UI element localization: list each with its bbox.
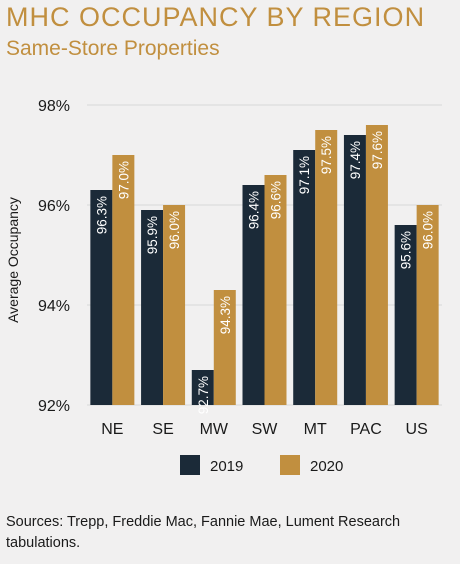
y-tick-label: 98% <box>38 98 70 115</box>
bar-2020-sw <box>264 175 287 405</box>
bar-2019-mw <box>191 370 214 405</box>
bar-value-label: 96.6% <box>269 181 284 219</box>
x-tick-label: PAC <box>350 421 382 438</box>
bar-value-label: 96.4% <box>247 191 262 229</box>
bar-2020-se <box>163 205 186 405</box>
x-tick-label: MT <box>304 421 327 438</box>
bar-value-label: 97.4% <box>348 141 363 179</box>
bar-2019-ne <box>90 190 113 405</box>
bar-value-label: 95.6% <box>399 231 414 269</box>
legend-swatch-2019 <box>180 455 200 475</box>
bar-value-label: 97.0% <box>116 161 131 199</box>
bar-value-label: 94.3% <box>218 296 233 334</box>
x-tick-label: US <box>406 421 428 438</box>
bar-2020-mt <box>315 130 338 405</box>
legend-label-2020: 2020 <box>310 458 343 475</box>
x-tick-label: SW <box>252 421 279 438</box>
x-tick-label: MW <box>200 421 229 438</box>
legend-label-2019: 2019 <box>210 458 243 475</box>
y-tick-label: 92% <box>38 398 70 415</box>
source-note: Sources: Trepp, Freddie Mac, Fannie Mae,… <box>6 514 401 551</box>
bar-value-label: 96.0% <box>167 211 182 249</box>
bar-value-label: 96.0% <box>421 211 436 249</box>
bar-value-label: 92.7% <box>196 376 211 414</box>
bar-2019-us <box>394 225 417 405</box>
bar-2019-sw <box>242 185 265 405</box>
bar-2019-se <box>141 210 164 405</box>
bar-value-label: 97.5% <box>319 136 334 174</box>
bar-chart: 92% 94% 96% 98% Average Occupancy 96.3% 97.0% N… <box>5 98 442 475</box>
bar-2019-pac <box>343 135 366 405</box>
x-tick-label: SE <box>152 421 173 438</box>
bar-2020-mw <box>213 290 236 405</box>
bar-2020-pac <box>365 125 388 405</box>
bar-2020-ne <box>112 155 135 405</box>
bar-value-label: 96.3% <box>94 196 109 234</box>
x-tick-label: NE <box>101 421 123 438</box>
bar-2020-us <box>416 205 439 405</box>
bar-value-label: 97.1% <box>297 156 312 194</box>
y-axis-title: Average Occupancy <box>5 197 21 323</box>
bar-2019-mt <box>293 150 316 405</box>
chart-subtitle: Same-Store Properties <box>6 37 220 60</box>
bar-value-label: 97.6% <box>370 131 385 169</box>
y-tick-label: 96% <box>38 198 70 215</box>
bar-value-label: 95.9% <box>145 216 160 254</box>
y-tick-label: 94% <box>38 298 70 315</box>
legend-swatch-2020 <box>280 455 300 475</box>
chart-title: MHC OCCUPANCY BY REGION <box>6 2 426 32</box>
